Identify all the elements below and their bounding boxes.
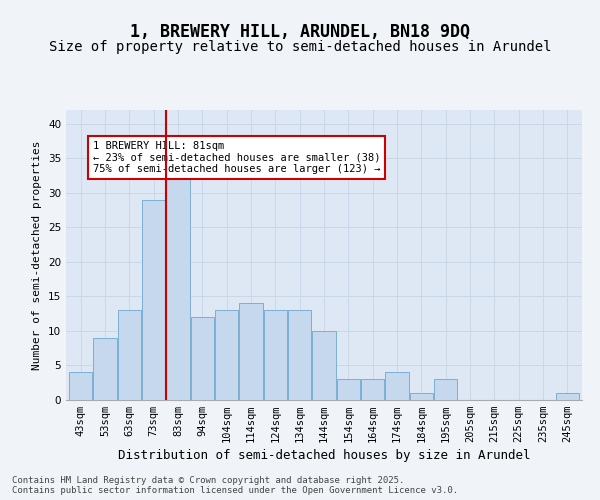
Bar xyxy=(434,380,457,400)
Bar xyxy=(313,331,335,400)
X-axis label: Distribution of semi-detached houses by size in Arundel: Distribution of semi-detached houses by … xyxy=(118,450,530,462)
Bar xyxy=(142,200,165,400)
Bar xyxy=(118,310,141,400)
Bar xyxy=(385,372,409,400)
Bar xyxy=(288,310,311,400)
Text: 1 BREWERY HILL: 81sqm
← 23% of semi-detached houses are smaller (38)
75% of semi: 1 BREWERY HILL: 81sqm ← 23% of semi-deta… xyxy=(93,141,380,174)
Bar xyxy=(264,310,287,400)
Bar xyxy=(191,317,214,400)
Bar xyxy=(166,179,190,400)
Bar xyxy=(239,304,263,400)
Bar xyxy=(215,310,238,400)
Bar xyxy=(337,380,360,400)
Bar xyxy=(69,372,92,400)
Text: Size of property relative to semi-detached houses in Arundel: Size of property relative to semi-detach… xyxy=(49,40,551,54)
Bar xyxy=(94,338,116,400)
Y-axis label: Number of semi-detached properties: Number of semi-detached properties xyxy=(32,140,43,370)
Bar xyxy=(410,393,433,400)
Bar xyxy=(361,380,384,400)
Bar xyxy=(556,393,579,400)
Text: 1, BREWERY HILL, ARUNDEL, BN18 9DQ: 1, BREWERY HILL, ARUNDEL, BN18 9DQ xyxy=(130,22,470,40)
Text: Contains HM Land Registry data © Crown copyright and database right 2025.
Contai: Contains HM Land Registry data © Crown c… xyxy=(12,476,458,495)
